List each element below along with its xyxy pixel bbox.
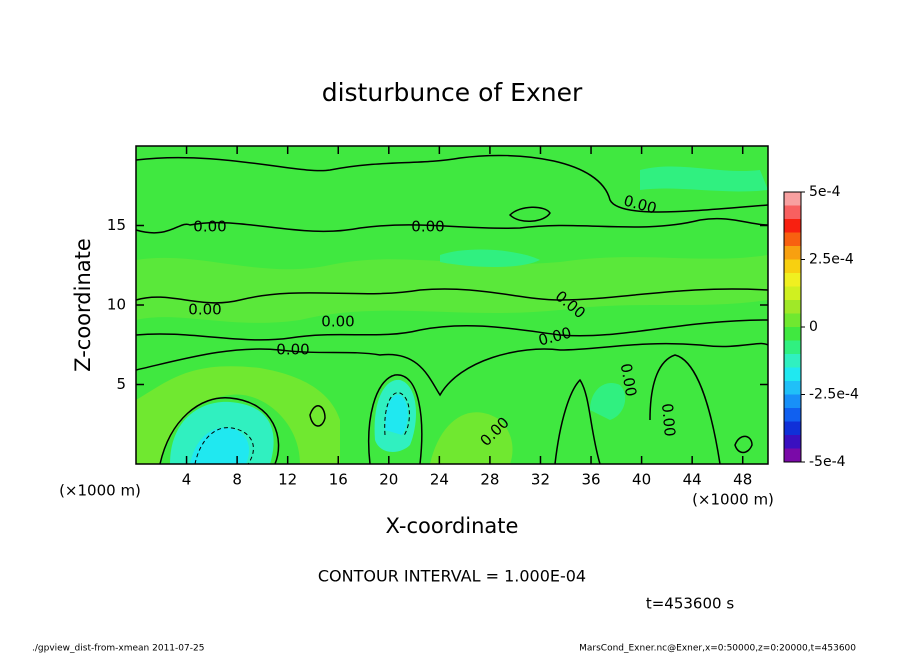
- x-tick-label: 32: [531, 471, 550, 489]
- contour-lines: [135, 154, 769, 465]
- x-tick-label: 36: [581, 471, 600, 489]
- field-patch: [136, 366, 340, 464]
- colorbar-cell: [784, 246, 801, 260]
- contour-line: [367, 374, 423, 465]
- field: [136, 146, 768, 464]
- colorbar-tick-label: 2.5e-4: [809, 252, 854, 268]
- x-tick-label: 44: [683, 471, 702, 489]
- field-patch: [385, 394, 408, 435]
- colorbar-cell: [784, 408, 801, 422]
- contour-interval: CONTOUR INTERVAL = 1.000E-04: [318, 567, 586, 586]
- footer-right: MarsCond_Exner.nc@Exner,x=0:50000,z=0:20…: [579, 644, 856, 654]
- contour-line: [194, 427, 254, 465]
- colorbar-tick-label: 0: [809, 319, 818, 335]
- colorbar-cell: [784, 259, 801, 273]
- colorbar-cell: [784, 273, 801, 287]
- field-patch: [440, 249, 540, 267]
- x-tick-label: 4: [182, 471, 192, 489]
- x-tick-label: 40: [632, 471, 651, 489]
- colorbar-tick-label: 5e-4: [809, 184, 841, 200]
- x-tick-label: 24: [430, 471, 449, 489]
- y-tick-label: 10: [107, 296, 126, 314]
- contour-line: [649, 354, 721, 465]
- contour-label: 0.00: [658, 403, 679, 438]
- x-axis-label: X-coordinate: [386, 514, 519, 538]
- contour-label: 0.00: [188, 301, 221, 319]
- contour-line: [135, 154, 769, 213]
- colorbar-tick-label: -2.5e-4: [809, 387, 859, 403]
- field-patch: [430, 412, 513, 464]
- field-patch: [190, 427, 249, 464]
- x-tick-label: 28: [480, 471, 499, 489]
- contour-label: 0.00: [193, 218, 226, 236]
- colorbar-cell: [784, 381, 801, 395]
- chart-title: disturbunce of Exner: [322, 78, 583, 107]
- contour-label: 0.00: [276, 341, 309, 359]
- contour-line: [554, 378, 601, 465]
- x-tick-label: 48: [733, 471, 752, 489]
- colorbar-cell: [784, 205, 801, 219]
- colorbar-cell: [784, 367, 801, 381]
- contour-label: 0.00: [411, 218, 444, 236]
- x-units: (×1000 m): [692, 491, 774, 509]
- colorbar-cell: [784, 354, 801, 368]
- colorbar-cell: [784, 448, 801, 462]
- x-tick-label: 8: [232, 471, 242, 489]
- contour-line: [159, 397, 280, 465]
- contour-line: [734, 435, 753, 454]
- y-tick-label: 15: [107, 216, 126, 234]
- colorbar-cell: [784, 394, 801, 408]
- contour-line: [384, 392, 410, 438]
- contour-line: [135, 319, 769, 341]
- contour-line: [309, 405, 326, 427]
- colorbar-cell: [784, 192, 801, 206]
- colorbar-tick-label: -5e-4: [809, 454, 846, 470]
- colorbar-cell: [784, 300, 801, 314]
- colorbar-cell: [784, 286, 801, 300]
- contour-line: [135, 342, 769, 397]
- contour-line: [135, 217, 769, 234]
- y-tick-label: 5: [116, 375, 126, 393]
- x-tick-label: 12: [278, 471, 297, 489]
- colorbar-cell: [784, 219, 801, 233]
- colorbar-cell: [784, 435, 801, 449]
- colorbar-cell: [784, 313, 801, 327]
- footer-left: ./gpview_dist-from-xmean 2011-07-25: [32, 644, 204, 654]
- y-units: (×1000 m): [59, 482, 141, 500]
- field-patch: [640, 166, 768, 192]
- contour-label: 0.00: [321, 313, 354, 331]
- contour-label: 0.00: [617, 362, 641, 398]
- contour-line: [135, 288, 769, 304]
- colorbar-cell: [784, 232, 801, 246]
- x-tick-label: 16: [329, 471, 348, 489]
- time-label: t=453600 s: [646, 595, 734, 613]
- x-tick-label: 20: [379, 471, 398, 489]
- colorbar-cell: [784, 340, 801, 354]
- colorbar-cell: [784, 421, 801, 435]
- contour-line: [508, 206, 551, 222]
- y-axis-label: Z-coordinate: [71, 238, 95, 372]
- field-patch: [590, 382, 626, 420]
- colorbar-cell: [784, 327, 801, 341]
